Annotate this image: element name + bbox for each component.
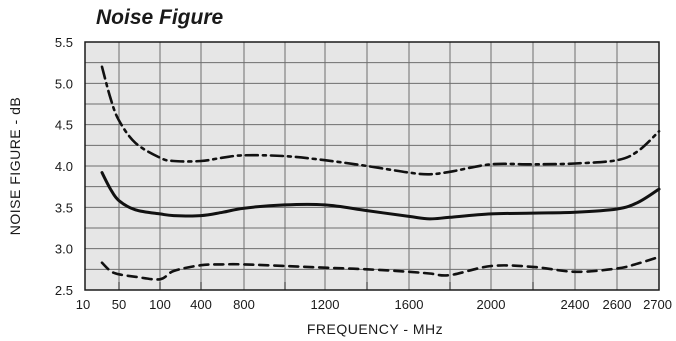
plot-frame [84, 41, 660, 291]
x-tick-label: 2400 [561, 297, 590, 312]
x-tick-label: 100 [149, 297, 171, 312]
y-tick-label: 4.0 [55, 159, 73, 174]
x-tick-label: 10 [76, 297, 90, 312]
x-tick-label: 2700 [643, 297, 672, 312]
chart-title: Noise Figure [96, 6, 224, 29]
y-tick-label: 5.0 [55, 76, 73, 91]
x-tick-label: 400 [190, 297, 212, 312]
x-tick-label: 1600 [395, 297, 424, 312]
x-axis-label: FREQUENCY - MHz [307, 321, 443, 337]
x-tick-label: 2000 [477, 297, 506, 312]
y-tick-label: 3.5 [55, 200, 73, 215]
y-axis-label: NOISE FIGURE - dB [7, 97, 23, 235]
x-tick-label: 2600 [603, 297, 632, 312]
y-tick-label: 3.0 [55, 242, 73, 257]
x-tick-label: 1200 [311, 297, 340, 312]
series-line-dashed [100, 255, 661, 281]
y-tick-label: 5.5 [55, 35, 73, 50]
y-tick-label: 2.5 [55, 283, 73, 298]
series-line-solid [100, 171, 661, 221]
x-tick-label: 800 [233, 297, 255, 312]
grid [85, 42, 659, 290]
x-tick-label: 50 [112, 297, 126, 312]
y-tick-label: 4.5 [55, 118, 73, 133]
series-line-dash-dot [100, 65, 661, 176]
